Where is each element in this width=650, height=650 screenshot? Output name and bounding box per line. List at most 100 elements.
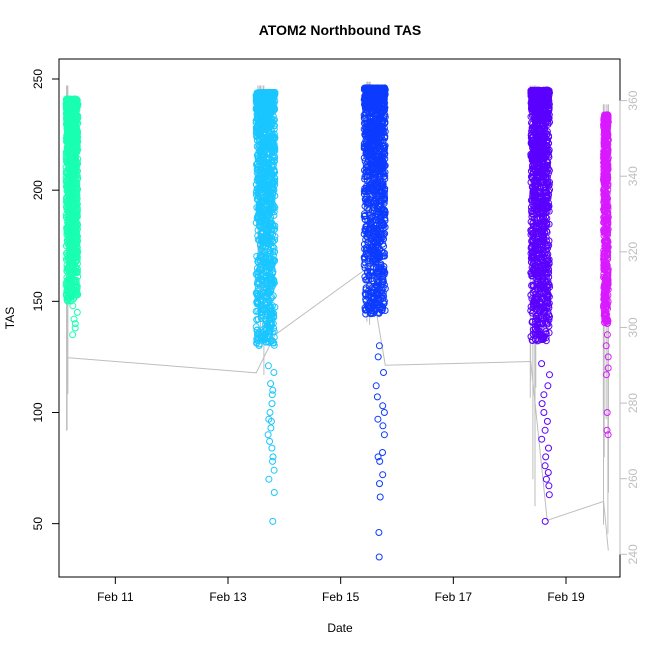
scatter-outlier [376,457,384,465]
scatter-point [72,180,80,188]
scatter-point [367,268,375,276]
scatter-point [367,310,375,318]
scatter-point [255,169,263,177]
scatter-point [370,125,377,132]
scatter-point [69,237,76,245]
scatter-point [253,297,261,305]
scatter-point [380,220,388,228]
scatter-point [377,230,385,238]
scatter-point [262,235,270,243]
scatter-point [367,288,375,296]
scatter-outlier [266,437,274,445]
scatter-point [370,85,378,92]
scatter-point [254,258,262,266]
scatter-point [268,192,275,200]
scatter-point [264,223,272,231]
scatter-point [63,264,71,272]
scatter-point [254,111,262,119]
scatter-outlier [375,553,383,561]
scatter-point [373,252,381,260]
scatter-point [365,199,373,207]
scatter-point [258,198,266,205]
scatter-point [270,278,277,286]
scatter-point [259,328,267,336]
scatter-outlier [269,386,277,394]
scatter-point [271,90,278,97]
series-2 [360,84,389,561]
scatter-point [259,333,267,341]
scatter-outlier [380,409,388,416]
scatter-point [361,306,369,314]
scatter-point [67,97,75,105]
scatter-point [378,95,386,103]
scatter-point [65,124,72,131]
scatter-point [267,95,275,103]
scatter-point [73,161,81,169]
scatter-point [380,292,388,300]
scatter-point [372,225,380,233]
scatter-point [254,104,262,112]
scatter-outlier [270,466,278,474]
scatter-point [368,157,376,165]
scatter-point [255,130,263,138]
scatter-point [381,155,389,163]
scatter-outlier [374,415,382,423]
scatter-point [377,188,385,196]
scatter-point [271,225,279,233]
scatter-point [360,140,368,148]
scatter-point [380,271,388,278]
scatter-point [378,204,386,212]
scatter-point [372,187,380,195]
scatter-outlier [376,480,383,488]
scatter-point [255,177,263,185]
scatter-point [370,136,378,144]
scatter-point [253,91,261,99]
scatter-outlier [268,400,276,408]
scatter-point [375,234,383,241]
scatter-point [262,134,270,142]
series-1 [252,88,279,525]
scatter-point [262,316,269,324]
scatter-point [367,115,374,123]
scatter-point [71,117,79,125]
scatter-outlier [269,517,277,525]
scatter-point [65,147,72,155]
scatter-outlier [268,444,276,452]
scatter-outlier [71,324,79,332]
scatter-point [252,323,260,331]
scatter-point [380,101,388,109]
series-0 [62,95,82,339]
scatter-point [381,142,389,150]
scatter-point [360,212,368,220]
scatter-point [63,122,71,130]
scatter-point [63,261,71,269]
scatter-outlier [375,529,383,536]
scatter-point [268,328,276,336]
x-axis-label: Date [327,621,353,635]
scatter-outlier [379,449,386,456]
scatter-point [368,179,376,187]
scatter-point [269,89,277,97]
scatter-point [381,196,388,204]
scatter-outlier [380,431,388,439]
scatter-point [369,213,377,221]
scatter-point [268,204,276,212]
scatter-point [365,142,373,150]
scatter-point [254,184,262,192]
scatter-point [365,290,373,298]
scatter-point [268,260,276,268]
scatter-point [73,268,81,276]
scatter-point [372,300,380,308]
scatter-outlier [264,431,272,439]
scatter-point [362,247,370,255]
scatter-point [366,137,374,145]
scatter-point [73,189,81,197]
scatter-outlier [268,391,276,399]
scatter-point [369,272,377,280]
scatter-point [266,144,274,152]
scatter-point [368,232,376,240]
scatter-point [365,149,373,157]
scatter-outlier [379,422,387,430]
scatter-point [270,310,278,317]
scatter-point [257,92,265,100]
